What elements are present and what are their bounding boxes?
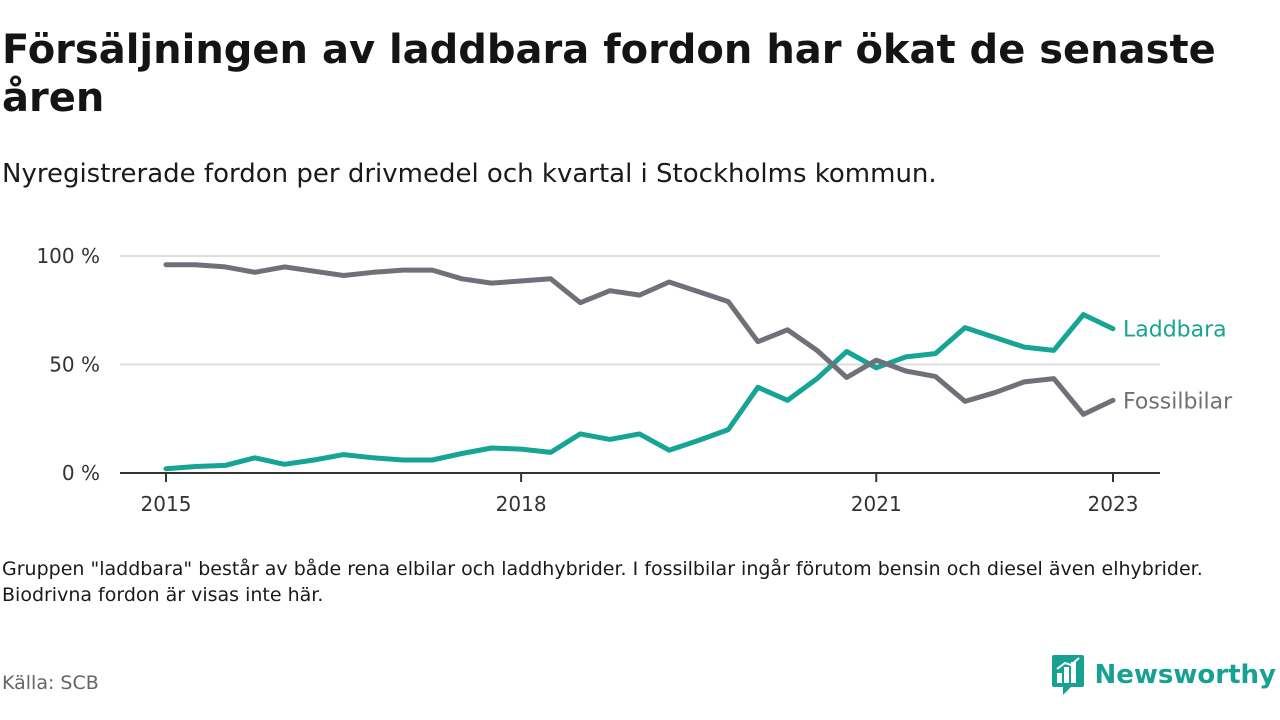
newsworthy-logo-icon [1051,655,1084,695]
line-chart: 0 % 50 % 100 % 2015 2018 2021 2023 Laddbara Fo… [36,244,1233,516]
x-tick-label: 2015 [141,492,192,516]
chart-subtitle: Nyregistrerade fordon per drivmedel och … [2,159,937,189]
gridlines: 0 % 50 % 100 % [36,244,1160,485]
brand-logo: Newsworthy [1051,652,1276,698]
series-label-fossilbilar: Fossilbilar [1123,389,1233,414]
series-line-laddbara [163,312,1116,472]
series-labels: Laddbara Fossilbilar [1123,318,1233,415]
series-label-laddbara: Laddbara [1123,318,1227,343]
brand-name: Newsworthy [1094,660,1276,690]
x-axis: 2015 2018 2021 2023 [120,472,1160,516]
y-tick-label: 0 % [62,461,100,485]
source-credit: Källa: SCB [2,672,99,694]
series-line-fossilbilar [163,262,1116,417]
x-tick-label: 2023 [1088,492,1139,516]
y-tick-label: 50 % [49,353,100,377]
x-tick-label: 2021 [851,492,902,516]
series-lines [163,262,1116,472]
x-tick-label: 2018 [496,492,547,516]
chart-title: Försäljningen av laddbara fordon har öka… [2,27,1216,121]
y-tick-label: 100 % [36,244,100,268]
footnote: Gruppen "laddbara" består av både rena e… [2,558,1203,606]
